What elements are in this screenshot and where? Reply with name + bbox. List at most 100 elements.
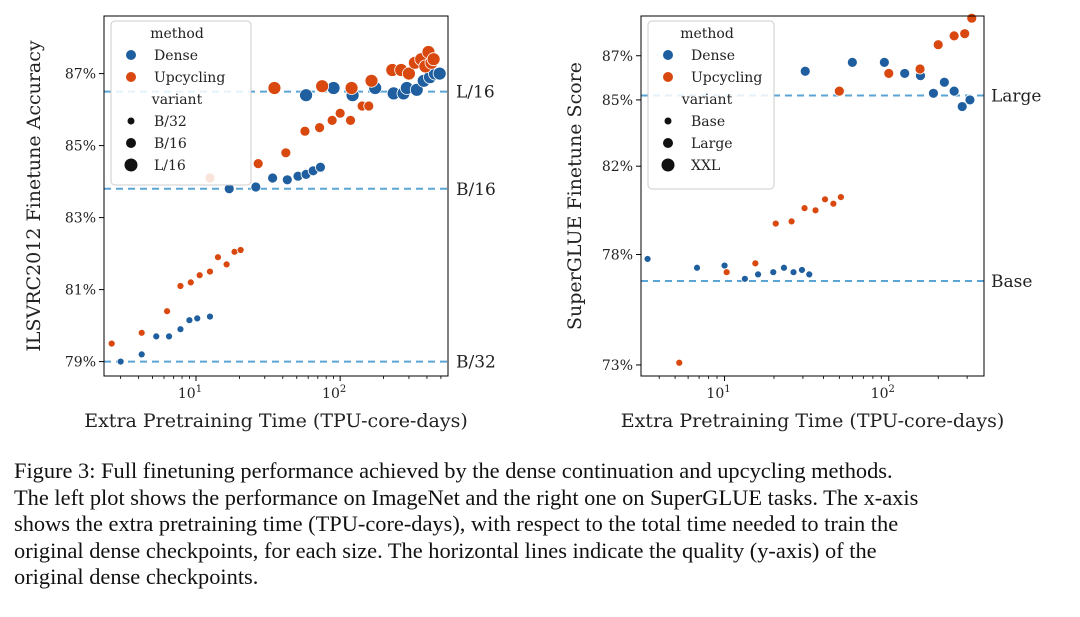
legend-variant-label: XXL xyxy=(691,158,720,174)
upcycling-point xyxy=(751,259,760,268)
x-tick-label: 102 xyxy=(871,384,895,402)
upcycling-point xyxy=(402,66,416,81)
legend-box xyxy=(647,20,775,190)
upcycling-point xyxy=(948,30,960,42)
upcycling-point xyxy=(314,122,325,133)
legend-dense-label: Dense xyxy=(691,48,735,64)
caption-line-5: original dense checkpoints. xyxy=(14,564,259,589)
upcycling-point xyxy=(107,339,116,348)
upcycling-point xyxy=(186,278,195,287)
legend-variant-marker xyxy=(663,138,673,148)
caption-line-2: The left plot shows the performance on I… xyxy=(14,484,919,510)
y-axis-label: ILSVRC2012 Finetune Accuracy xyxy=(23,40,45,352)
upcycling-point xyxy=(966,12,978,24)
legend-upcycling-label: Upcycling xyxy=(691,70,762,86)
dense-point xyxy=(152,332,161,341)
upcycling-point xyxy=(334,107,346,119)
reference-line-label: L/16 xyxy=(456,83,495,103)
caption-line-4: original dense checkpoints, for each siz… xyxy=(14,537,877,563)
legend-variant-marker xyxy=(661,158,675,172)
legend-dense-label: Dense xyxy=(154,48,198,64)
dense-point xyxy=(740,274,749,283)
dense-point xyxy=(928,87,939,99)
upcycling-point xyxy=(364,73,379,88)
upcycling-point xyxy=(932,39,944,51)
dense-point xyxy=(326,81,341,95)
upcycling-point xyxy=(137,328,146,337)
dense-point xyxy=(846,56,858,68)
upcycling-point xyxy=(787,217,796,226)
x-tick-label: 102 xyxy=(322,384,346,402)
reference-line-label: B/32 xyxy=(456,353,496,373)
x-axis-label: Extra Pretraining Time (TPU-core-days) xyxy=(84,410,468,432)
upcycling-point xyxy=(299,125,311,137)
legend-variant-label: B/32 xyxy=(154,114,187,130)
upcycling-point xyxy=(675,358,684,367)
dense-point xyxy=(206,312,214,321)
y-tick-label: 85% xyxy=(65,139,96,155)
dense-point xyxy=(956,101,968,112)
dense-point xyxy=(315,161,326,173)
reference-line-label: Large xyxy=(991,87,1042,107)
reference-line-label: Base xyxy=(991,272,1032,292)
y-axis-label: SuperGLUE Finetune Score xyxy=(564,62,586,330)
caption-line-1: Figure 3: Full finetuning performance ac… xyxy=(14,458,893,483)
dense-point xyxy=(899,68,911,79)
y-tick-label: 78% xyxy=(602,248,633,264)
dense-point xyxy=(720,261,729,270)
y-tick-label: 82% xyxy=(602,159,633,175)
upcycling-point xyxy=(722,268,731,277)
plot-frame xyxy=(640,15,985,377)
y-tick-label: 87% xyxy=(65,67,96,83)
dense-point xyxy=(250,181,262,193)
legend-method-title: method xyxy=(150,26,204,42)
upcycling-point xyxy=(267,81,282,95)
upcycling-point xyxy=(811,206,820,215)
upcycling-point xyxy=(315,79,330,94)
figure-caption: Figure 3: Full finetuning performance ac… xyxy=(14,458,1072,591)
legend-method-title: method xyxy=(680,26,734,42)
upcycling-point xyxy=(344,81,359,95)
legend-variant-title: variant xyxy=(151,92,203,108)
dense-point xyxy=(185,316,194,325)
upcycling-point xyxy=(914,63,926,75)
legend-variant-label: Base xyxy=(691,114,725,130)
y-tick-label: 87% xyxy=(602,49,633,65)
legend-upcycling-marker xyxy=(126,72,136,82)
legend-variant-label: L/16 xyxy=(154,158,186,174)
upcycling-point xyxy=(163,307,171,316)
upcycling-point xyxy=(821,195,829,204)
dense-point xyxy=(754,270,762,279)
dense-point xyxy=(693,263,701,272)
caption-line-3: shows the extra pretraining time (TPU-co… xyxy=(14,511,899,536)
dense-point xyxy=(805,270,814,279)
dense-point xyxy=(137,350,146,359)
legend-upcycling-marker xyxy=(663,72,673,82)
upcycling-point xyxy=(236,246,245,254)
dense-point xyxy=(299,88,313,103)
legend-variant-marker xyxy=(126,138,136,148)
dense-point xyxy=(193,314,202,323)
upcycling-point xyxy=(771,219,780,228)
upcycling-point xyxy=(363,100,375,112)
reference-line-label: B/16 xyxy=(456,180,496,200)
legend-variant-label: Large xyxy=(691,136,733,152)
dense-point xyxy=(878,56,890,68)
upcycling-point xyxy=(195,271,204,280)
x-tick-label: 101 xyxy=(178,384,202,402)
legend-box xyxy=(110,20,252,186)
x-tick-label: 101 xyxy=(706,384,730,402)
dense-point xyxy=(116,357,125,366)
upcycling-point xyxy=(426,52,441,67)
upcycling-point xyxy=(836,193,845,202)
legend-dense-marker xyxy=(663,50,673,60)
chart-2: Large Base 73% 78% 82% 85% 87% 101 102 Extra Pret… xyxy=(564,12,1042,432)
dense-point xyxy=(267,172,279,184)
legend-variant-marker xyxy=(127,117,135,125)
legend-variant-label: B/16 xyxy=(154,136,187,152)
dense-point xyxy=(798,266,806,274)
dense-point xyxy=(643,255,652,263)
upcycling-point xyxy=(959,28,971,40)
dense-point xyxy=(938,76,950,88)
